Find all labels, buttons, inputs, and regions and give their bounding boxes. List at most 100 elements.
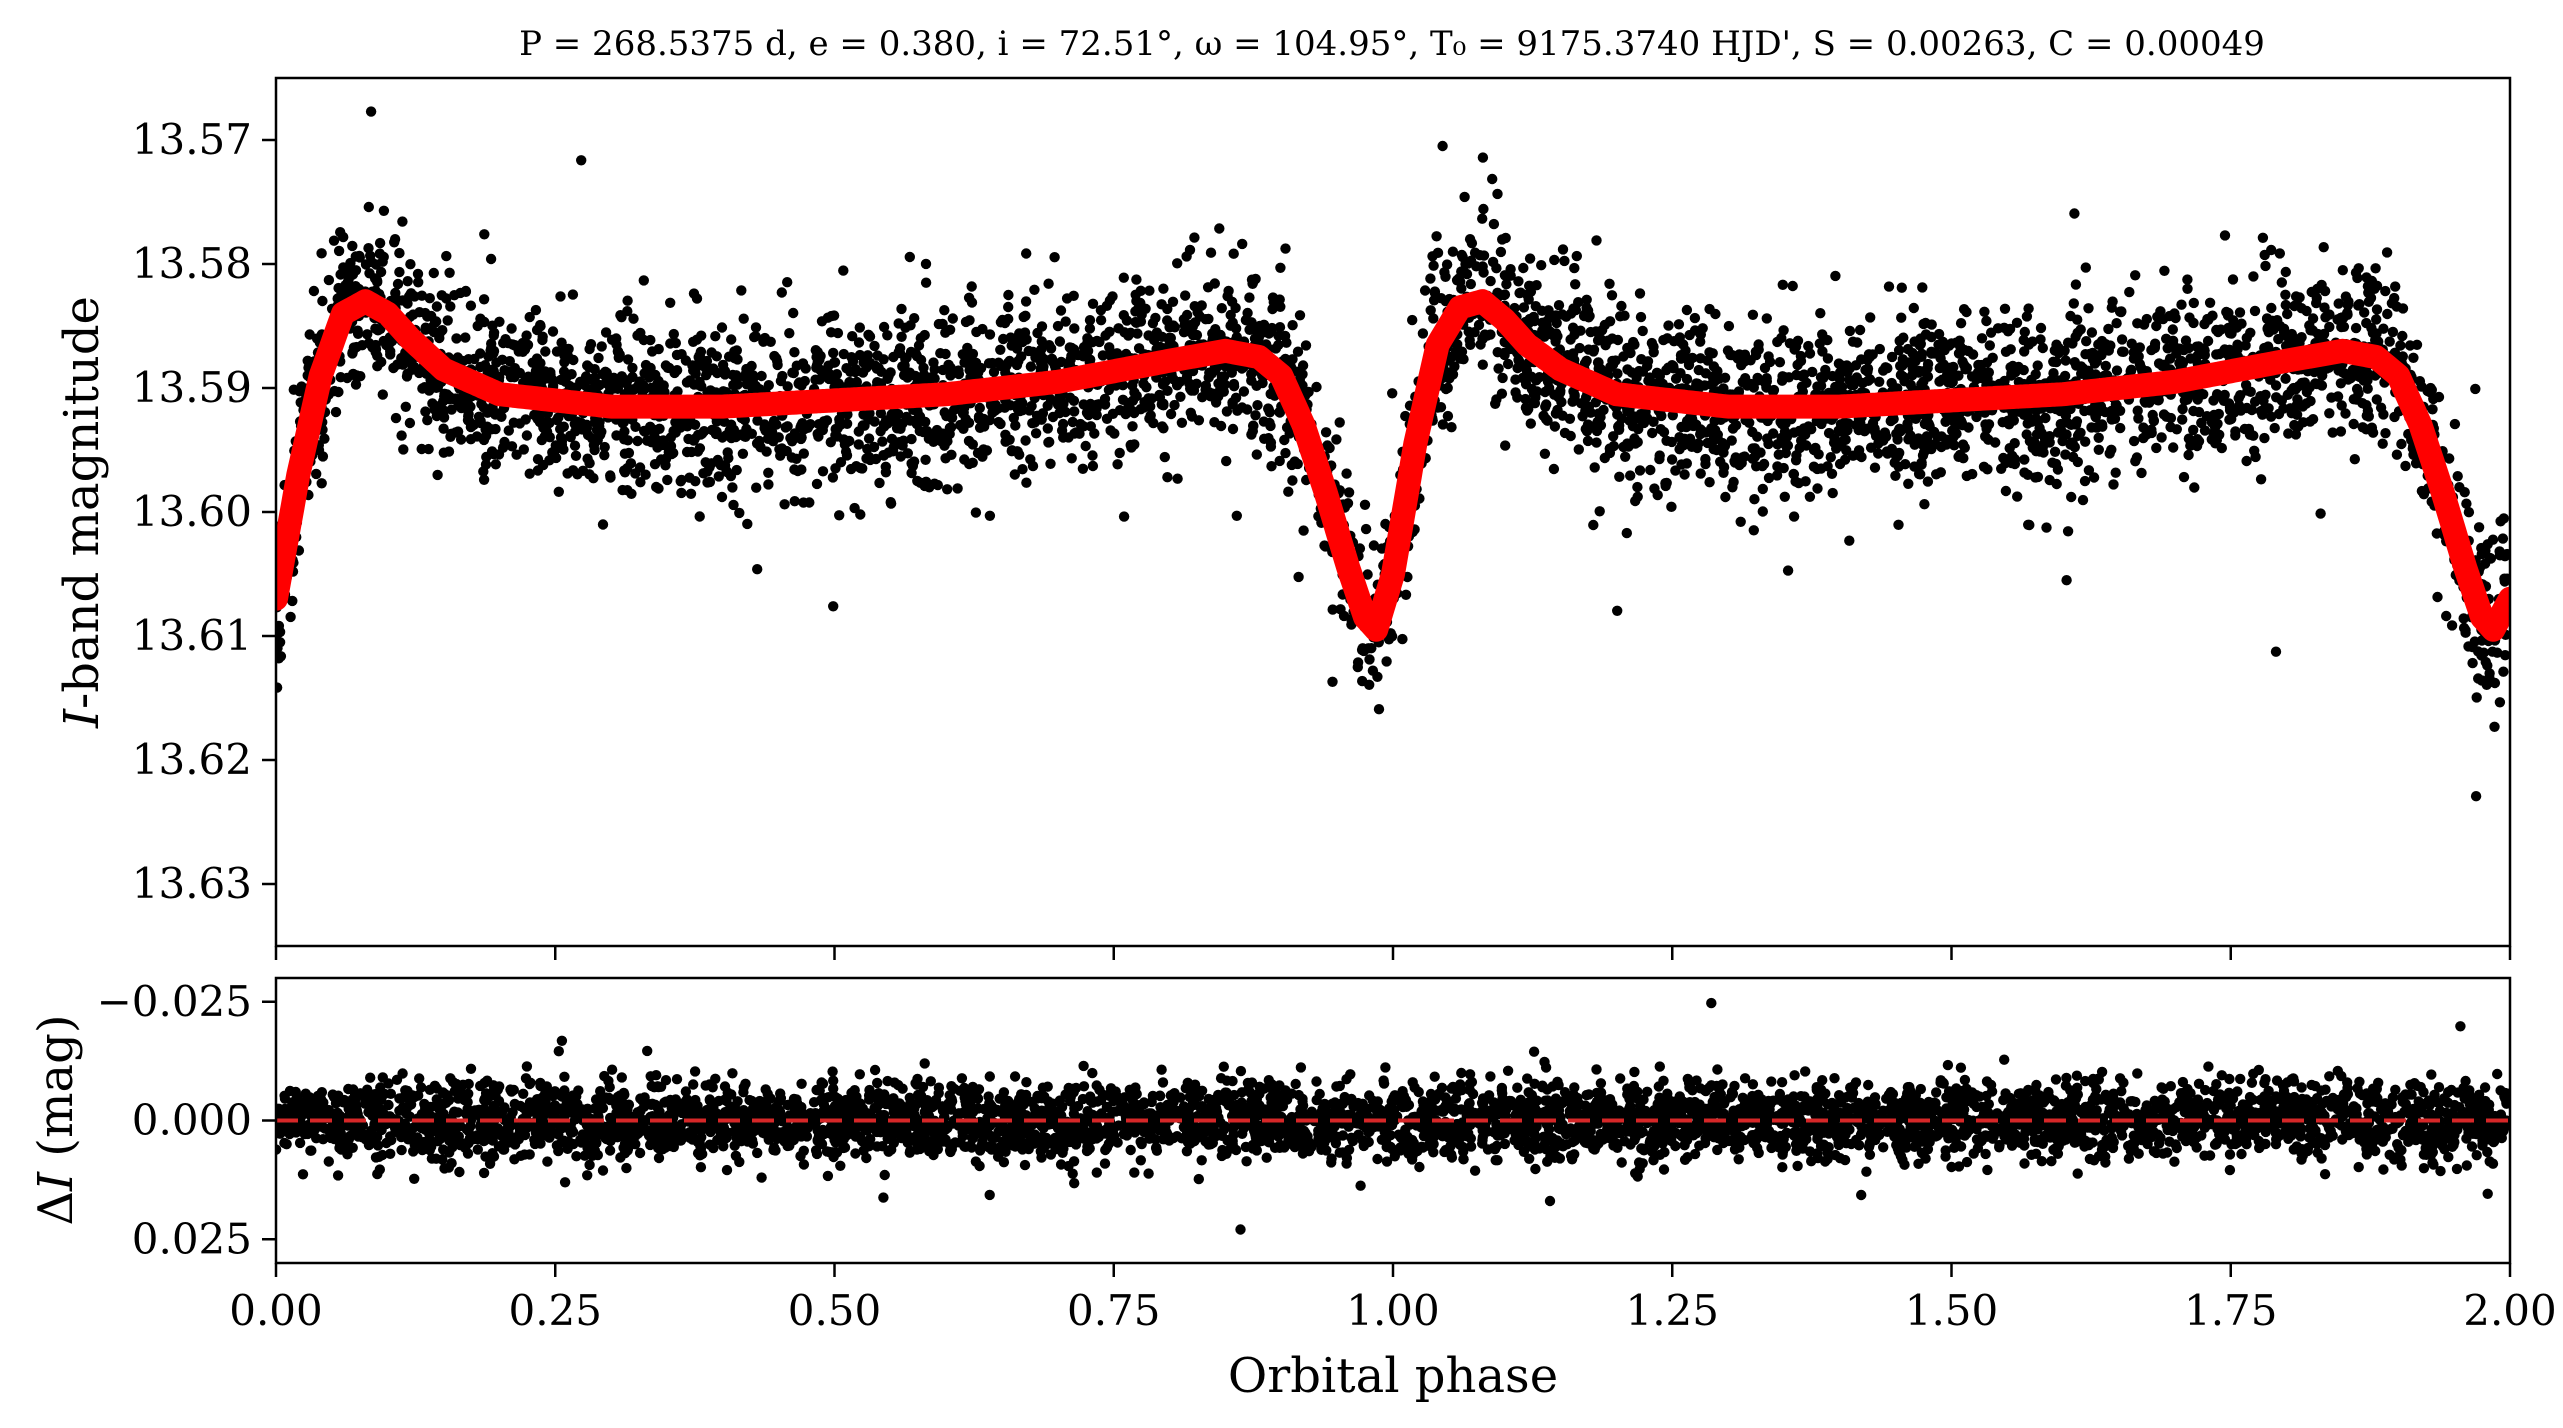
observation-point [984, 510, 996, 521]
observation-point [537, 334, 548, 346]
observation-point [1612, 334, 1624, 346]
observation-point [2494, 697, 2506, 708]
observation-point [1759, 362, 1771, 374]
observation-point [1209, 417, 1220, 428]
observation-point [1223, 285, 1234, 297]
observation-point [524, 468, 535, 479]
observation-point [611, 430, 622, 441]
observation-point [2410, 458, 2422, 469]
observation-point [1465, 278, 1477, 290]
observation-point [2350, 267, 2362, 278]
observation-point [782, 277, 793, 288]
observation-point [2070, 331, 2081, 343]
observation-point [1673, 319, 1685, 330]
observation-point [658, 435, 669, 446]
observation-point [1957, 439, 1969, 450]
observation-point [2062, 526, 2074, 537]
observation-point [1431, 231, 1442, 242]
observation-point [1815, 308, 1826, 319]
observation-point [1902, 343, 1914, 355]
observation-point [830, 430, 841, 441]
observation-point [1895, 360, 1906, 372]
observation-point [1099, 399, 1111, 410]
observation-point [2470, 791, 2482, 802]
observation-point [2032, 360, 2043, 371]
observation-point [1955, 318, 1967, 329]
observation-point [1758, 458, 1770, 470]
observation-point [549, 445, 561, 456]
residual-point [556, 1035, 568, 1047]
observation-point [360, 259, 372, 270]
observation-point [1873, 448, 1884, 459]
observation-point [1853, 419, 1865, 431]
observation-point [565, 431, 576, 443]
observation-point [507, 339, 518, 350]
observation-point [608, 372, 619, 383]
observation-point [849, 502, 860, 514]
observation-point [1095, 315, 1107, 326]
observation-point [1492, 188, 1503, 200]
observation-point [1289, 456, 1301, 467]
observation-point [1634, 411, 1645, 423]
observation-point [2132, 405, 2143, 416]
observation-point [2497, 533, 2509, 544]
observation-point [645, 334, 656, 346]
observation-point [1788, 427, 1800, 438]
observation-point [1089, 428, 1100, 439]
observation-point [2384, 336, 2395, 347]
observation-point [1495, 246, 1507, 258]
observation-point [1205, 247, 1217, 258]
observation-point [2350, 370, 2361, 381]
observation-point [2023, 519, 2034, 530]
observation-point [2019, 454, 2030, 465]
observation-point [1920, 317, 1931, 329]
observation-point [2139, 396, 2150, 407]
observation-point [1193, 415, 1205, 426]
observation-point [1814, 338, 1826, 349]
observation-point [1303, 386, 1314, 398]
observation-point [553, 486, 564, 497]
observation-point [1695, 468, 1706, 479]
observation-point [653, 384, 665, 395]
observation-point [1531, 375, 1542, 386]
observation-point [1804, 491, 1816, 502]
observation-point [2441, 610, 2452, 622]
observation-point [1520, 393, 1531, 405]
y-tick-label: 13.60 [132, 487, 252, 536]
observation-point [294, 386, 305, 397]
observation-point [1595, 334, 1607, 345]
observation-point [1652, 489, 1663, 501]
observation-point [1768, 428, 1779, 439]
y-label-italic: I [54, 708, 110, 729]
observation-point [1026, 400, 1037, 412]
observation-point [2199, 425, 2211, 436]
observation-point [2263, 327, 2274, 338]
observation-point [913, 340, 925, 351]
observation-point [1113, 323, 1124, 334]
observation-point [1622, 364, 1633, 375]
observation-point [1080, 440, 1091, 452]
observation-point [2366, 422, 2378, 433]
observation-point [1044, 340, 1055, 351]
observation-point [1771, 470, 1783, 481]
observation-point [2260, 260, 2271, 272]
observation-point [2395, 340, 2406, 351]
observation-point [1836, 426, 1847, 437]
observation-point [977, 323, 988, 335]
observation-point [480, 424, 491, 435]
observation-point [2068, 298, 2079, 309]
observation-point [1951, 428, 1962, 439]
observation-point [1017, 397, 1028, 409]
observation-point [1066, 453, 1077, 464]
observation-point [2136, 467, 2147, 479]
observation-point [713, 471, 724, 482]
observation-point [1069, 406, 1080, 417]
observation-point [2208, 409, 2220, 421]
observation-point [1292, 346, 1304, 357]
observation-point [2060, 449, 2071, 460]
observation-point [1646, 337, 1658, 349]
observation-point [1324, 442, 1335, 454]
observation-point [1250, 410, 1261, 421]
observation-point [1500, 440, 1511, 451]
